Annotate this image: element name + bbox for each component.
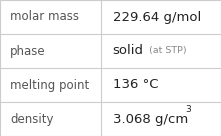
Text: phase: phase	[10, 44, 46, 58]
Text: density: density	[10, 112, 53, 126]
Text: 3.068 g/cm: 3.068 g/cm	[113, 112, 188, 126]
Text: 3: 3	[186, 105, 191, 114]
Text: 136 °C: 136 °C	[113, 78, 158, 92]
Text: solid: solid	[113, 44, 144, 58]
Text: 229.64 g/mol: 229.64 g/mol	[113, 10, 201, 24]
Text: (at STP): (at STP)	[149, 47, 187, 55]
Text: melting point: melting point	[10, 78, 89, 92]
Text: molar mass: molar mass	[10, 10, 79, 24]
